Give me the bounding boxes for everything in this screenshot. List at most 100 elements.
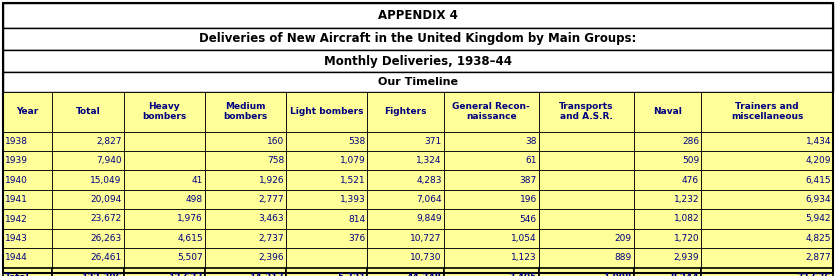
Text: 38: 38 bbox=[525, 137, 537, 146]
Text: 5,721: 5,721 bbox=[337, 273, 365, 276]
Text: 3,405: 3,405 bbox=[508, 273, 537, 276]
Text: 1,926: 1,926 bbox=[258, 176, 284, 185]
Text: 3,463: 3,463 bbox=[258, 214, 284, 224]
Text: 889: 889 bbox=[614, 253, 632, 262]
Text: 1,054: 1,054 bbox=[511, 234, 537, 243]
Bar bbox=[539, 268, 634, 276]
Bar bbox=[634, 190, 701, 209]
Bar bbox=[52, 170, 124, 190]
Text: APPENDIX 4: APPENDIX 4 bbox=[378, 9, 458, 22]
Bar bbox=[701, 92, 833, 132]
Bar bbox=[205, 151, 286, 170]
Text: 122,306: 122,306 bbox=[81, 273, 122, 276]
Bar bbox=[52, 132, 124, 151]
Bar bbox=[124, 229, 205, 248]
Text: 2,939: 2,939 bbox=[674, 253, 699, 262]
Bar bbox=[444, 229, 539, 248]
Bar bbox=[634, 151, 701, 170]
Bar bbox=[52, 268, 124, 276]
Text: Monthly Deliveries, 1938–44: Monthly Deliveries, 1938–44 bbox=[324, 55, 512, 68]
Bar bbox=[367, 170, 444, 190]
Text: 8,244: 8,244 bbox=[670, 273, 699, 276]
Bar bbox=[539, 190, 634, 209]
Bar bbox=[124, 170, 205, 190]
Bar bbox=[52, 92, 124, 132]
Text: 44,348: 44,348 bbox=[407, 273, 441, 276]
Text: 9,849: 9,849 bbox=[416, 214, 441, 224]
Text: 1,324: 1,324 bbox=[416, 156, 441, 165]
Bar bbox=[444, 190, 539, 209]
Bar bbox=[634, 170, 701, 190]
Bar bbox=[205, 132, 286, 151]
Text: 2,777: 2,777 bbox=[258, 195, 284, 204]
Text: Fighters: Fighters bbox=[385, 107, 427, 116]
Text: 1,082: 1,082 bbox=[674, 214, 699, 224]
Text: 6,934: 6,934 bbox=[805, 195, 831, 204]
Bar bbox=[701, 268, 833, 276]
Text: 1,521: 1,521 bbox=[339, 176, 365, 185]
Bar bbox=[367, 151, 444, 170]
Text: 387: 387 bbox=[519, 176, 537, 185]
Bar bbox=[52, 190, 124, 209]
Text: 546: 546 bbox=[520, 214, 537, 224]
Bar bbox=[367, 190, 444, 209]
Bar bbox=[124, 248, 205, 268]
Text: Deliveries of New Aircraft in the United Kingdom by Main Groups:: Deliveries of New Aircraft in the United… bbox=[199, 32, 637, 46]
Text: 1942: 1942 bbox=[5, 214, 28, 224]
Text: 814: 814 bbox=[348, 214, 365, 224]
Bar bbox=[701, 132, 833, 151]
Bar bbox=[539, 92, 634, 132]
Bar bbox=[205, 92, 286, 132]
Text: 538: 538 bbox=[348, 137, 365, 146]
Bar bbox=[367, 229, 444, 248]
Bar bbox=[539, 229, 634, 248]
Bar bbox=[286, 190, 367, 209]
Bar bbox=[539, 209, 634, 229]
Text: Light bombers: Light bombers bbox=[290, 107, 364, 116]
Bar bbox=[701, 151, 833, 170]
Text: 1943: 1943 bbox=[5, 234, 28, 243]
Bar bbox=[3, 132, 52, 151]
Bar bbox=[205, 190, 286, 209]
Text: 7,940: 7,940 bbox=[96, 156, 122, 165]
Text: 209: 209 bbox=[614, 234, 632, 243]
Text: 476: 476 bbox=[682, 176, 699, 185]
Text: 5,507: 5,507 bbox=[177, 253, 203, 262]
Text: 7,064: 7,064 bbox=[416, 195, 441, 204]
Bar bbox=[3, 170, 52, 190]
Text: 23,672: 23,672 bbox=[90, 214, 122, 224]
Text: 1,098: 1,098 bbox=[604, 273, 632, 276]
Bar bbox=[205, 248, 286, 268]
Text: 1,079: 1,079 bbox=[339, 156, 365, 165]
Bar bbox=[634, 92, 701, 132]
Text: 5,942: 5,942 bbox=[806, 214, 831, 224]
Bar bbox=[634, 132, 701, 151]
Text: 1938: 1938 bbox=[5, 137, 28, 146]
Text: 41: 41 bbox=[191, 176, 203, 185]
Text: 26,263: 26,263 bbox=[90, 234, 122, 243]
Text: Transports
and A.S.R.: Transports and A.S.R. bbox=[559, 102, 614, 121]
Bar bbox=[124, 151, 205, 170]
Text: 1939: 1939 bbox=[5, 156, 28, 165]
Bar bbox=[634, 248, 701, 268]
Text: 26,461: 26,461 bbox=[90, 253, 122, 262]
Text: Heavy
bombers: Heavy bombers bbox=[142, 102, 186, 121]
Bar bbox=[286, 151, 367, 170]
Bar bbox=[444, 151, 539, 170]
Text: Total: Total bbox=[75, 107, 100, 116]
Text: 2,877: 2,877 bbox=[805, 253, 831, 262]
Bar bbox=[701, 248, 833, 268]
Bar bbox=[286, 92, 367, 132]
Text: 509: 509 bbox=[682, 156, 699, 165]
Text: 376: 376 bbox=[348, 234, 365, 243]
Text: Naval: Naval bbox=[653, 107, 682, 116]
Bar bbox=[367, 248, 444, 268]
Text: 12,637: 12,637 bbox=[168, 273, 203, 276]
Text: 20,094: 20,094 bbox=[90, 195, 122, 204]
Text: 1,720: 1,720 bbox=[674, 234, 699, 243]
Text: 4,283: 4,283 bbox=[416, 176, 441, 185]
Text: 4,825: 4,825 bbox=[806, 234, 831, 243]
Bar bbox=[286, 248, 367, 268]
Bar bbox=[124, 190, 205, 209]
Text: 4,209: 4,209 bbox=[806, 156, 831, 165]
